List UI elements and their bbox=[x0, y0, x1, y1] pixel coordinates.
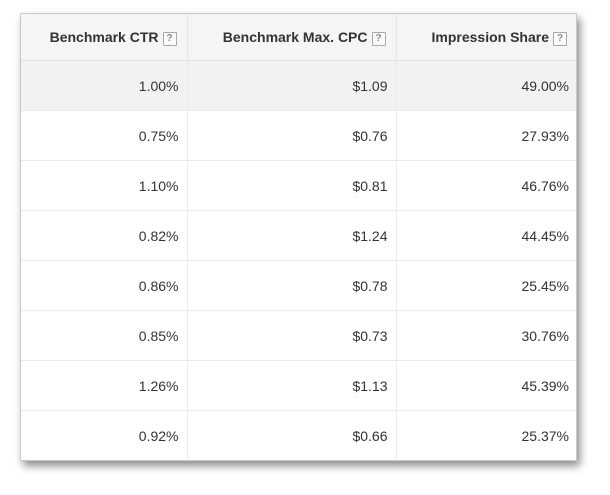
benchmark-table: Benchmark CTR? Benchmark Max. CPC? Impre… bbox=[21, 14, 576, 460]
table-row: 1.00% $1.09 49.00% bbox=[21, 60, 576, 111]
table-row: 0.86% $0.78 25.45% bbox=[21, 260, 576, 311]
table-row: 0.82% $1.24 44.45% bbox=[21, 210, 576, 261]
impression-share-cell: 27.93% bbox=[395, 110, 576, 161]
help-icon[interactable]: ? bbox=[553, 31, 567, 46]
benchmark-max-cpc-cell: $1.13 bbox=[186, 360, 396, 411]
benchmark-ctr-cell: 0.85% bbox=[21, 310, 187, 361]
benchmark-max-cpc-cell: $0.76 bbox=[186, 110, 396, 161]
table-row: 1.26% $1.13 45.39% bbox=[21, 360, 576, 411]
impression-share-cell: 45.39% bbox=[395, 360, 576, 411]
column-header-label: Benchmark CTR bbox=[49, 28, 159, 45]
benchmark-max-cpc-cell: $0.81 bbox=[186, 160, 396, 211]
impression-share-cell: 46.76% bbox=[395, 160, 576, 211]
impression-share-cell: 25.37% bbox=[395, 410, 576, 460]
benchmark-max-cpc-cell: $0.73 bbox=[186, 310, 396, 361]
benchmark-max-cpc-cell: $1.24 bbox=[186, 210, 396, 261]
benchmark-ctr-cell: 1.00% bbox=[21, 60, 187, 111]
impression-share-cell: 49.00% bbox=[395, 60, 576, 111]
benchmark-ctr-cell: 0.82% bbox=[21, 210, 187, 261]
benchmark-ctr-cell: 1.10% bbox=[21, 160, 187, 211]
impression-share-cell: 25.45% bbox=[395, 260, 576, 311]
benchmark-ctr-cell: 0.92% bbox=[138, 427, 179, 444]
table-row: 1.10% $0.81 46.76% bbox=[21, 160, 576, 211]
benchmark-table-panel: Benchmark CTR? Benchmark Max. CPC? Impre… bbox=[20, 13, 577, 461]
table-row: 0.85% $0.73 30.76% bbox=[21, 310, 576, 361]
benchmark-ctr-cell: 1.26% bbox=[21, 360, 187, 411]
column-header-impression-share[interactable]: Impression Share? bbox=[395, 14, 576, 61]
help-icon[interactable]: ? bbox=[162, 31, 177, 46]
help-icon[interactable]: ? bbox=[371, 31, 386, 46]
table-row: 0.75% $0.76 27.93% bbox=[21, 110, 576, 161]
column-header-label: Benchmark Max. CPC bbox=[222, 28, 368, 45]
column-header-label: Impression Share bbox=[431, 28, 550, 45]
table-header-row: Benchmark CTR? Benchmark Max. CPC? Impre… bbox=[21, 14, 576, 61]
column-header-benchmark-ctr[interactable]: Benchmark CTR? bbox=[21, 14, 187, 61]
benchmark-max-cpc-cell: $0.66 bbox=[186, 410, 396, 460]
column-header-benchmark-max-cpc[interactable]: Benchmark Max. CPC? bbox=[186, 14, 396, 61]
table-row: 0.92% $0.66 25.37% bbox=[21, 410, 576, 460]
benchmark-max-cpc-cell: $0.78 bbox=[186, 260, 396, 311]
benchmark-ctr-cell: 0.86% bbox=[21, 260, 187, 311]
impression-share-cell: 44.45% bbox=[395, 210, 576, 261]
benchmark-max-cpc-cell: $1.09 bbox=[186, 60, 396, 111]
impression-share-cell: 30.76% bbox=[395, 310, 576, 361]
benchmark-ctr-cell: 0.75% bbox=[21, 110, 187, 161]
